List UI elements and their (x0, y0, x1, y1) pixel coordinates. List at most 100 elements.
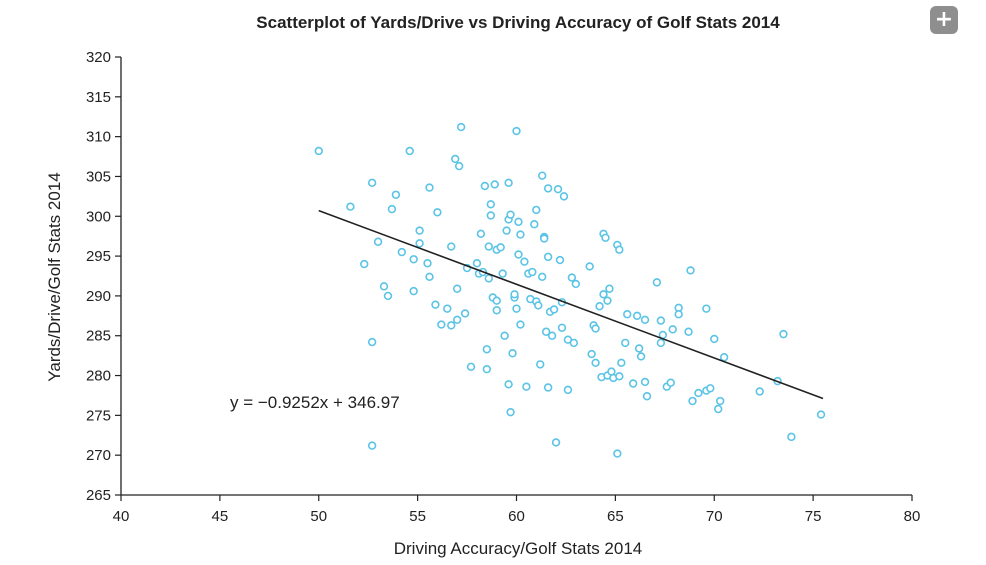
y-axis-label: Yards/Drive/Golf Stats 2014 (45, 172, 64, 381)
data-point (787, 432, 796, 442)
data-point (715, 396, 725, 406)
data-point (506, 210, 515, 219)
y-tick-label: 310 (86, 129, 111, 146)
data-point (666, 378, 675, 387)
data-point (543, 252, 553, 262)
data-point (367, 441, 377, 450)
data-point (541, 327, 551, 336)
data-point (460, 309, 470, 318)
data-point (480, 181, 490, 191)
data-point (360, 259, 369, 269)
data-point (498, 269, 507, 278)
add-button[interactable]: + (930, 6, 958, 34)
data-point (585, 262, 594, 271)
data-point (534, 301, 543, 310)
data-point (694, 388, 703, 398)
data-point (530, 220, 539, 229)
plus-icon: + (934, 7, 954, 32)
y-tick-label: 300 (86, 208, 111, 225)
data-point (415, 226, 424, 235)
data-point (514, 217, 523, 227)
y-tick-label: 270 (86, 447, 111, 464)
data-point (397, 247, 407, 257)
data-point (486, 211, 495, 220)
data-point (532, 205, 541, 215)
x-tick-label: 65 (607, 508, 624, 525)
data-point (391, 190, 401, 199)
data-point (571, 279, 581, 289)
data-point (502, 226, 511, 235)
data-point (367, 178, 377, 188)
data-points (314, 122, 826, 458)
data-point (563, 385, 573, 395)
data-point (591, 324, 600, 333)
data-point (551, 438, 561, 447)
y-tick-label: 280 (86, 368, 111, 385)
data-point (486, 200, 495, 209)
data-point (613, 449, 622, 458)
data-point (601, 233, 610, 242)
x-tick-label: 40 (113, 508, 130, 525)
data-point (504, 178, 513, 188)
data-point (373, 237, 383, 246)
trendline-equation: y = −0.9252x + 346.97 (230, 393, 400, 412)
data-point (547, 331, 557, 340)
data-point (615, 245, 624, 254)
data-point (599, 290, 608, 299)
data-point (569, 338, 579, 348)
x-tick-label: 50 (310, 508, 327, 525)
data-point (559, 192, 569, 201)
data-point (409, 286, 418, 296)
data-point (634, 344, 644, 353)
data-point (508, 349, 517, 358)
x-axis-label: Driving Accuracy/Golf Stats 2014 (394, 539, 643, 558)
x-tick-label: 80 (904, 508, 921, 525)
x-tick-label: 45 (212, 508, 229, 525)
axes: 265 270 275 280 285 290 295 300 305 310 315 320 40 45… (86, 49, 920, 525)
data-point (314, 146, 323, 156)
data-point (443, 304, 452, 313)
trendline (318, 209, 824, 400)
data-point (379, 282, 389, 291)
data-point (433, 208, 442, 217)
y-tick-label: 275 (86, 407, 111, 424)
data-point (642, 392, 652, 401)
data-point (454, 161, 464, 171)
data-point (492, 306, 501, 315)
data-point (482, 345, 492, 354)
data-point (425, 183, 434, 192)
data-point (452, 284, 462, 293)
data-point (702, 304, 711, 313)
data-point (816, 410, 826, 419)
data-point (490, 180, 499, 189)
data-point (539, 234, 549, 243)
data-point (520, 257, 529, 266)
data-point (476, 229, 486, 238)
data-point (779, 329, 788, 339)
chart-title: Scatterplot of Yards/Drive vs Driving Ac… (256, 13, 780, 32)
data-point (603, 296, 612, 305)
data-point (522, 382, 531, 391)
y-tick-label: 315 (86, 89, 111, 106)
data-point (674, 310, 683, 319)
data-point (555, 255, 565, 265)
data-point (512, 304, 521, 313)
y-tick-label: 295 (86, 248, 111, 265)
data-point (514, 250, 523, 259)
data-point (605, 284, 614, 293)
data-point (512, 126, 521, 136)
data-point (456, 122, 466, 132)
data-point (615, 372, 624, 381)
data-point (628, 379, 638, 388)
data-point (482, 364, 492, 374)
data-point (719, 353, 729, 362)
data-point (516, 230, 525, 239)
data-point (567, 273, 577, 282)
data-point (492, 296, 501, 305)
data-point (496, 243, 505, 252)
data-point (450, 154, 460, 164)
data-point (528, 267, 537, 277)
data-point (504, 380, 513, 389)
data-point (447, 242, 456, 251)
